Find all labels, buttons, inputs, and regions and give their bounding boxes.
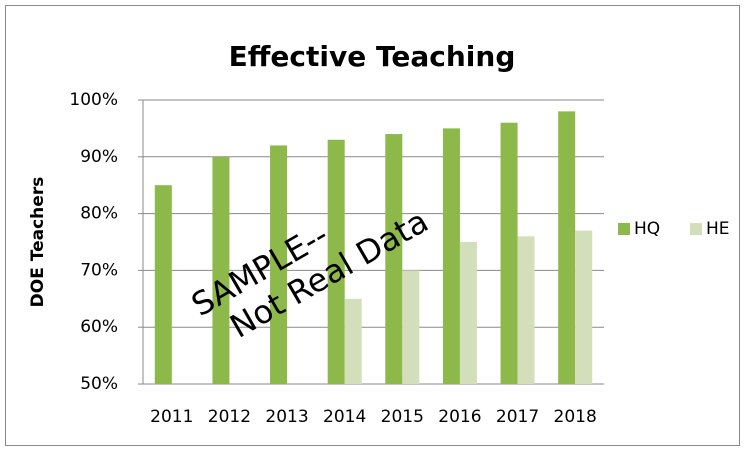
bar: [327, 139, 345, 384]
y-tick-label: 50%: [80, 374, 118, 394]
bar: [212, 156, 230, 384]
bar: [270, 145, 288, 384]
x-tick-label: 2016: [438, 407, 481, 427]
x-tick-label: 2012: [208, 407, 251, 427]
x-tick-label: 2017: [496, 407, 539, 427]
y-tick-label: 70%: [80, 260, 118, 280]
bar: [459, 242, 477, 384]
y-tick-label: 90%: [80, 147, 118, 167]
x-tick-label: 2011: [150, 407, 193, 427]
bar: [517, 236, 535, 384]
legend-label: HE: [706, 219, 730, 239]
x-tick-label: 2014: [323, 407, 366, 427]
bar: [558, 111, 576, 385]
x-tick-label: 2013: [265, 407, 308, 427]
bar: [385, 134, 403, 384]
y-tick-label: 80%: [80, 204, 118, 224]
legend-label: HQ: [634, 219, 660, 239]
bar: [402, 270, 420, 384]
legend-swatch: [690, 223, 702, 235]
bar: [500, 122, 518, 384]
bar: [344, 298, 362, 384]
legend-swatch: [618, 223, 630, 235]
bar: [575, 230, 593, 384]
x-tick-label: 2018: [554, 407, 597, 427]
bar: [442, 128, 460, 384]
chart-title: Effective Teaching: [229, 40, 516, 73]
bar: [154, 185, 172, 384]
y-tick-label: 60%: [80, 317, 118, 337]
y-axis-label: DOE Teachers: [28, 177, 48, 308]
x-tick-label: 2015: [381, 407, 424, 427]
chart-border: [5, 5, 740, 446]
y-tick-label: 100%: [69, 90, 118, 110]
